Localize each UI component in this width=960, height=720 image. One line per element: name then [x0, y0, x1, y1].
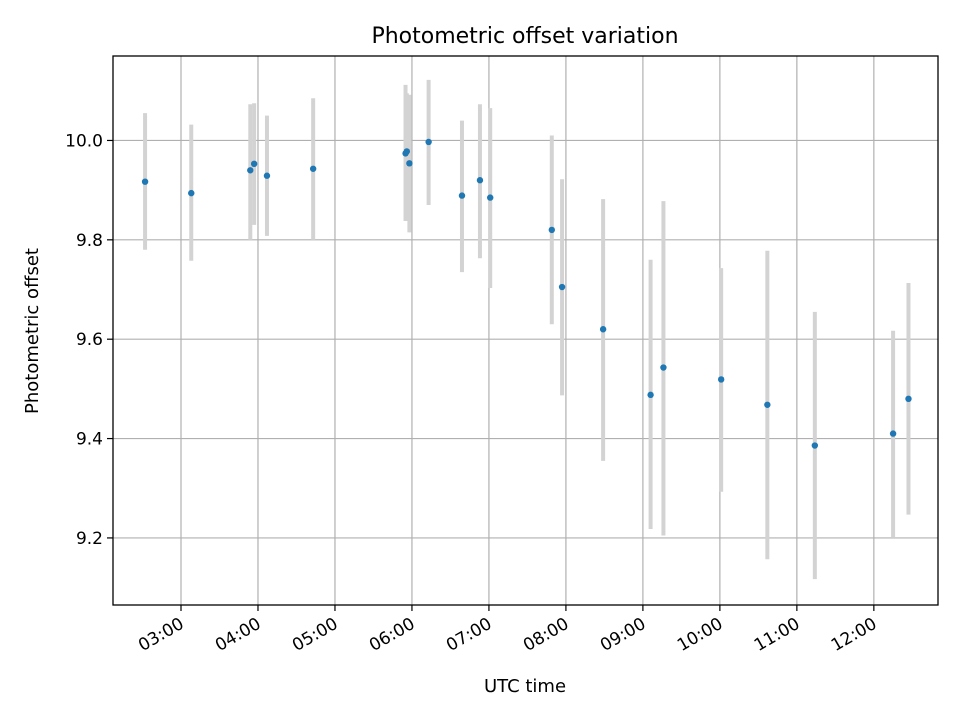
y-axis-label: Photometric offset: [22, 248, 43, 414]
data-point: [487, 194, 494, 201]
data-point: [905, 395, 912, 403]
y-tick-label: 9.8: [76, 231, 103, 251]
data-point: [309, 165, 317, 172]
data-point: [247, 167, 254, 174]
data-point: [889, 430, 897, 437]
data-point: [425, 138, 432, 146]
y-tick-label: 9.2: [76, 529, 103, 549]
y-tick-label: 10.0: [65, 131, 103, 151]
chart-title: Photometric offset variation: [371, 24, 678, 49]
data-point: [647, 391, 654, 399]
data-point: [476, 177, 484, 184]
data-point: [188, 189, 195, 197]
x-axis-label: UTC time: [484, 676, 566, 697]
data-point: [250, 160, 258, 168]
data-point: [141, 178, 149, 185]
data-point: [548, 226, 556, 234]
data-point: [717, 376, 725, 383]
data-points: [141, 138, 912, 449]
data-point: [406, 160, 413, 167]
data-point: [263, 172, 271, 179]
plot-frame: [112, 55, 939, 606]
data-point: [811, 442, 819, 449]
y-tick-label: 9.6: [76, 330, 103, 350]
data-point: [403, 148, 411, 155]
data-point: [458, 192, 466, 199]
data-point: [660, 364, 667, 371]
grid-lines: [113, 56, 938, 605]
data-point: [558, 283, 566, 291]
data-point: [599, 326, 607, 333]
y-tick-label: 9.4: [76, 430, 103, 450]
data-point: [764, 401, 771, 408]
y-axis-ticks: 9.2 9.4 9.6 9.8 10.0: [65, 131, 113, 549]
